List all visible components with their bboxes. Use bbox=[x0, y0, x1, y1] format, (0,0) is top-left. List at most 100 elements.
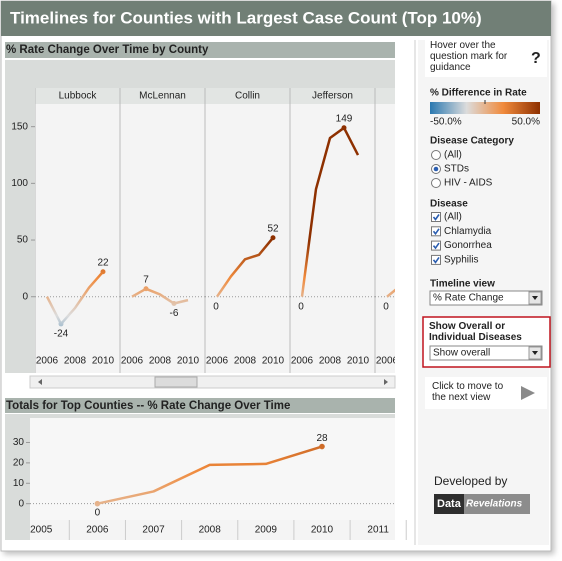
x-tick-label: 2006 bbox=[206, 356, 229, 367]
line bbox=[45, 270, 104, 326]
check bbox=[432, 242, 440, 250]
x-tick-label: 2006 bbox=[86, 525, 109, 536]
title-bar bbox=[1, 1, 551, 36]
logo-dark bbox=[434, 494, 464, 514]
legend-title: % Difference in Rate bbox=[430, 88, 527, 99]
data-label: 22 bbox=[97, 257, 109, 268]
point bbox=[143, 286, 149, 292]
y-tick-label: 0 bbox=[18, 498, 24, 509]
x-tick-label: 2010 bbox=[347, 356, 370, 367]
data-label: 149 bbox=[336, 113, 353, 124]
data-label: 0 bbox=[213, 301, 219, 312]
next-arrow[interactable] bbox=[521, 386, 535, 400]
y-tick-label: 20 bbox=[13, 458, 25, 469]
help-icon[interactable]: ? bbox=[531, 50, 541, 67]
help-text: Hover over the question mark for guidanc… bbox=[430, 40, 508, 73]
x-tick-label: 2008 bbox=[234, 356, 257, 367]
point bbox=[58, 321, 64, 327]
logo-text: Data bbox=[437, 498, 462, 510]
x-tick-label: 2006 bbox=[376, 356, 399, 367]
column-header-row bbox=[35, 88, 395, 104]
data-label: 0 bbox=[383, 301, 389, 312]
dropdown[interactable] bbox=[429, 345, 543, 361]
filter-title: Disease bbox=[430, 199, 468, 210]
checkbox[interactable] bbox=[431, 212, 441, 222]
dashboard-title: Timelines for Counties with Largest Case… bbox=[10, 8, 482, 27]
credit-text: Developed by bbox=[434, 474, 507, 488]
plot-area bbox=[35, 104, 395, 350]
radio-label: (All) bbox=[444, 150, 462, 161]
scrollbar-thumb[interactable] bbox=[154, 376, 198, 388]
x-tick-label: 2010 bbox=[262, 356, 285, 367]
scroll-left[interactable] bbox=[38, 379, 42, 385]
parameter-title: Show Overall or Individual Diseases bbox=[429, 321, 522, 343]
dropdown-arrow bbox=[532, 351, 538, 355]
y-tick-label: 150 bbox=[11, 121, 28, 132]
data-label: 7 bbox=[143, 274, 149, 285]
x-tick-label: 2008 bbox=[64, 356, 87, 367]
next-text: Click to move to the next view bbox=[432, 381, 504, 403]
x-tick-label: 2005 bbox=[30, 525, 53, 536]
column-label: Lubbock bbox=[59, 91, 98, 102]
radio-label: STDs bbox=[444, 164, 469, 175]
data-label: -24 bbox=[54, 329, 69, 340]
x-tick-label: 2011 bbox=[367, 525, 389, 536]
point bbox=[171, 301, 177, 307]
x-tick-label: 2010 bbox=[311, 525, 334, 536]
point bbox=[94, 500, 101, 507]
point bbox=[319, 443, 325, 450]
line bbox=[97, 445, 323, 505]
point bbox=[100, 269, 106, 275]
legend-min: -50.0% bbox=[430, 117, 462, 128]
check bbox=[432, 256, 440, 264]
panel-title: Totals for Top Counties -- % Rate Change… bbox=[6, 400, 290, 412]
dropdown-value: % Rate Change bbox=[433, 293, 504, 304]
scroll-right[interactable] bbox=[384, 379, 388, 385]
check bbox=[432, 228, 440, 236]
column-label: Jefferson bbox=[312, 91, 353, 102]
panel-title: % Rate Change Over Time by County bbox=[6, 44, 209, 56]
radio[interactable] bbox=[431, 150, 441, 160]
x-axis-area bbox=[30, 520, 395, 540]
checkbox[interactable] bbox=[431, 226, 441, 237]
x-tick-label: 2006 bbox=[121, 356, 144, 367]
y-tick-label: 50 bbox=[17, 235, 29, 246]
help-text: Hover over the question mark for guidanc… bbox=[430, 40, 508, 73]
point bbox=[341, 125, 347, 131]
x-tick-label: 2009 bbox=[255, 525, 278, 536]
y-tick-label: 10 bbox=[13, 478, 25, 489]
line bbox=[300, 126, 360, 297]
column-label: McLennan bbox=[139, 91, 186, 102]
y-tick-label: 100 bbox=[11, 178, 28, 189]
x-tick-label: 2008 bbox=[319, 356, 342, 367]
filter-title: Disease Category bbox=[430, 136, 514, 147]
check bbox=[432, 214, 440, 221]
checkbox[interactable] bbox=[431, 254, 441, 265]
next-text: Click to move to the next view bbox=[432, 381, 504, 403]
x-axis-area bbox=[35, 350, 395, 373]
legend-max: 50.0% bbox=[512, 117, 540, 128]
checkbox-label: Gonorrhea bbox=[444, 240, 492, 251]
data-label: 52 bbox=[267, 223, 279, 234]
radio-label: HIV - AIDS bbox=[444, 178, 493, 189]
dropdown[interactable] bbox=[429, 290, 543, 306]
checkbox-label: (All) bbox=[444, 212, 462, 223]
panel-header bbox=[5, 42, 395, 58]
panes: Lubbock 2006 2008 2010 -24 22 McLennan 2006 2008… bbox=[35, 88, 399, 373]
radio-dot bbox=[433, 166, 439, 172]
line bbox=[386, 288, 395, 298]
parameter-title: Show Overall or Individual Diseases bbox=[429, 321, 522, 343]
dropdown-value: Show overall bbox=[433, 348, 490, 359]
x-tick-label: 2008 bbox=[199, 525, 222, 536]
panel-header bbox=[5, 398, 395, 413]
radio[interactable] bbox=[431, 178, 441, 188]
scrollbar[interactable] bbox=[29, 375, 396, 389]
data-label: 28 bbox=[316, 433, 328, 444]
dropdown-arrow bbox=[532, 296, 538, 300]
checkbox[interactable] bbox=[431, 240, 441, 251]
plot-area bbox=[30, 418, 395, 520]
legend-bar bbox=[430, 102, 540, 114]
x-tick-label: 2010 bbox=[92, 356, 115, 367]
checkbox-label: Chlamydia bbox=[444, 226, 492, 237]
